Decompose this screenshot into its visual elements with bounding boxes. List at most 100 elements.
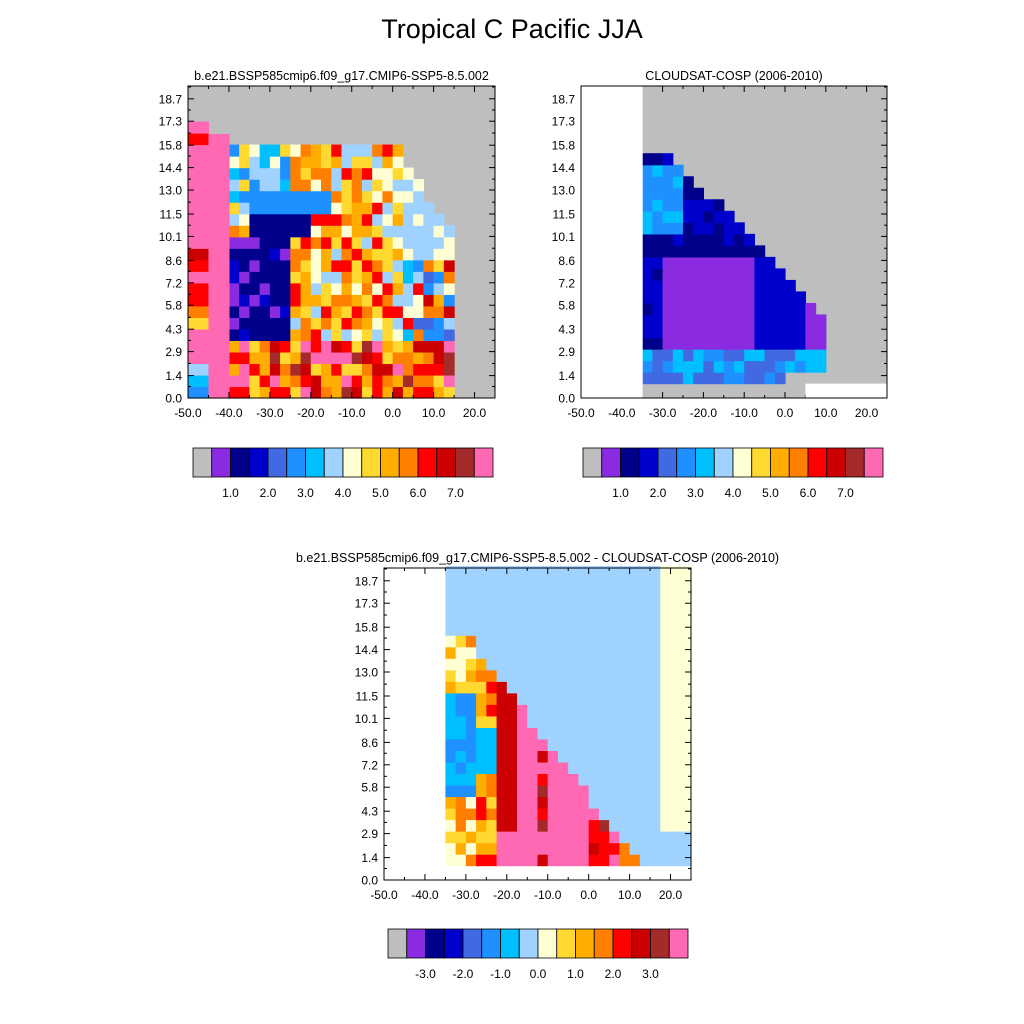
heatmap-cell — [361, 156, 373, 169]
colorbar-swatch — [788, 447, 809, 478]
heatmap-cell — [496, 612, 508, 625]
heatmap-cell — [683, 279, 694, 293]
heatmap-cell — [239, 248, 250, 261]
heatmap-cell — [351, 305, 363, 318]
heatmap-cell — [723, 302, 735, 316]
y-tick-label: 13.0 — [355, 666, 379, 680]
heatmap-cell — [557, 796, 569, 809]
heatmap-cell — [392, 294, 404, 307]
heatmap-cell — [537, 681, 549, 694]
heatmap-cell — [683, 210, 694, 223]
heatmap-cell — [280, 225, 291, 238]
heatmap-cell — [764, 256, 776, 269]
heatmap-cell — [321, 259, 332, 272]
heatmap-cell — [650, 808, 661, 821]
heatmap-cell — [744, 268, 755, 281]
heatmap-cell — [744, 279, 755, 293]
colorbar-swatch — [455, 447, 475, 478]
colorbar-swatch — [462, 928, 483, 959]
heatmap-cell — [598, 727, 610, 740]
heatmap-cell — [341, 213, 353, 226]
heatmap-cell — [280, 179, 291, 192]
x-tick-label: 20.0 — [855, 406, 879, 420]
heatmap-cell — [259, 351, 271, 365]
heatmap-cell — [609, 704, 620, 717]
heatmap-cell — [486, 819, 498, 832]
heatmap-cell — [568, 854, 580, 867]
heatmap-cell — [527, 784, 539, 798]
heatmap-cell — [639, 727, 651, 740]
heatmap-cell — [598, 842, 610, 855]
heatmap-cell — [517, 577, 528, 590]
heatmap-cell — [629, 761, 641, 775]
heatmap-cell — [662, 199, 674, 212]
heatmap-cell — [629, 635, 641, 648]
y-tick-label: 15.8 — [159, 139, 183, 153]
heatmap-cell — [609, 796, 620, 809]
heatmap-cell — [619, 635, 631, 648]
heatmap-cell — [486, 669, 498, 682]
heatmap-cell — [341, 351, 353, 365]
heatmap-cell — [713, 210, 725, 223]
heatmap-cell — [537, 577, 549, 590]
heatmap-cell — [402, 271, 414, 284]
heatmap-cell — [568, 566, 580, 579]
heatmap-cell — [249, 156, 261, 169]
heatmap-cell — [568, 796, 580, 809]
colorbar-swatch — [192, 447, 213, 478]
heatmap-cell — [239, 167, 250, 180]
heatmap-cell — [188, 248, 210, 261]
heatmap-cell — [372, 328, 384, 341]
heatmap-cell — [321, 225, 332, 238]
heatmap-cell — [445, 773, 457, 786]
heatmap-cell — [423, 363, 435, 376]
heatmap-cell — [547, 600, 559, 613]
heatmap-cell — [188, 271, 210, 284]
heatmap-cell — [341, 340, 353, 353]
heatmap-cell — [754, 314, 766, 327]
heatmap-cell — [188, 363, 210, 376]
heatmap-cell — [476, 727, 487, 740]
heatmap-cell — [506, 854, 518, 867]
heatmap-cell — [652, 199, 664, 212]
heatmap-cell — [527, 796, 539, 809]
heatmap-cell — [650, 842, 661, 855]
heatmap-cell — [670, 635, 682, 648]
heatmap-cell — [547, 773, 559, 786]
heatmap-cell — [402, 317, 414, 330]
heatmap-cell — [588, 842, 600, 855]
y-tick-label: 0.0 — [165, 392, 182, 406]
heatmap-cell — [652, 326, 664, 339]
heatmap-cell — [568, 623, 580, 636]
heatmap-cell — [785, 302, 796, 316]
heatmap-cell — [660, 566, 672, 579]
heatmap-cell — [713, 372, 725, 385]
panel-model: b.e21.BSSP585cmip6.f09_g17.CMIP6-SSP5-8.… — [159, 69, 496, 500]
heatmap-cell — [642, 187, 653, 200]
heatmap-cell — [249, 374, 261, 388]
heatmap-cell — [578, 681, 590, 694]
heatmap-cell — [670, 566, 682, 579]
heatmap-cell — [774, 349, 786, 362]
heatmap-cell — [455, 750, 467, 763]
x-tick-label: 10.0 — [422, 406, 446, 420]
heatmap-cell — [321, 328, 332, 341]
heatmap-cell — [443, 282, 455, 295]
heatmap-cell — [445, 600, 457, 613]
heatmap-cell — [642, 279, 653, 293]
heatmap-cell — [557, 715, 569, 728]
heatmap-cell — [506, 566, 518, 579]
heatmap-cell — [588, 566, 600, 579]
heatmap-cell — [650, 784, 661, 798]
heatmap-cell — [351, 386, 363, 399]
heatmap-cell — [300, 282, 312, 295]
heatmap-cell — [402, 213, 414, 226]
heatmap-cell — [445, 646, 457, 659]
heatmap-cell — [547, 796, 559, 809]
heatmap-cell — [269, 340, 281, 353]
heatmap-cell — [228, 351, 240, 365]
heatmap-cell — [465, 612, 477, 625]
x-tick-label: 0.0 — [777, 406, 794, 420]
heatmap-cell — [578, 623, 590, 636]
heatmap-cell — [351, 236, 363, 249]
